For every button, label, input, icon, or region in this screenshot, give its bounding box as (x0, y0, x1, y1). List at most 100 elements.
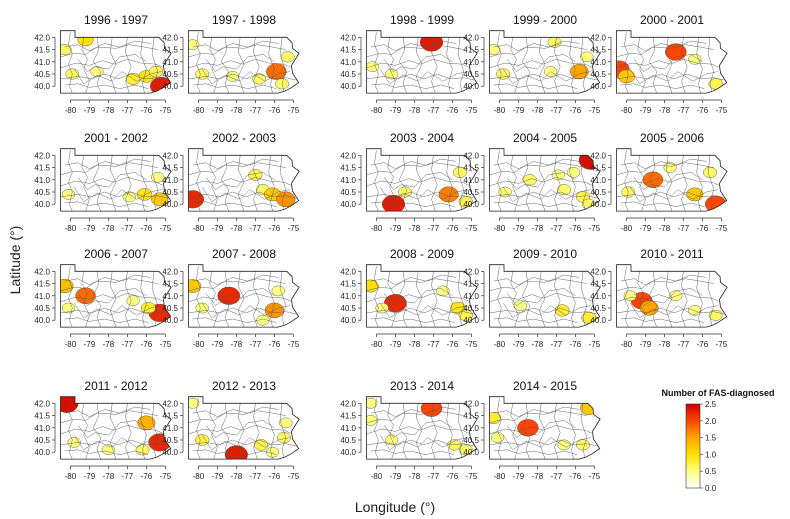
x-tick-label: -77 (122, 224, 134, 233)
y-tick-label: 41.0 (590, 58, 606, 67)
county-boundary (624, 266, 629, 328)
x-tick-label: -77 (250, 472, 262, 481)
map-panel: 2009 - 2010 40.0 40.5 41.0 41.5 42.0 -80 -79 -78… (463, 247, 600, 349)
x-tick-label: -77 (250, 224, 262, 233)
x-tick-label: -78 (231, 340, 243, 349)
county-boundary (387, 271, 396, 328)
county-boundary (60, 162, 158, 176)
county-boundary (125, 403, 132, 460)
x-tick-label: -78 (409, 224, 421, 233)
county-boundary (205, 288, 275, 306)
x-tick-label: -79 (212, 106, 224, 115)
x-tick-label: -76 (447, 224, 459, 233)
hotspot-mark (137, 415, 156, 431)
county-boundary (188, 73, 297, 81)
county-boundary (253, 403, 260, 460)
county-boundary (77, 420, 147, 438)
y-tick-label: 40.0 (34, 82, 50, 91)
x-tick-label: -75 (589, 340, 601, 349)
hotspot-mark (266, 63, 287, 80)
county-boundary (446, 37, 453, 94)
county-boundary (253, 37, 260, 94)
county-boundary (489, 191, 598, 199)
county-boundary (188, 439, 297, 447)
x-tick-label: -76 (269, 340, 281, 349)
county-boundary (416, 271, 423, 328)
county-boundary (648, 271, 658, 328)
county-boundary (489, 307, 598, 315)
state-outline (60, 264, 172, 328)
y-tick-label: 42.0 (162, 267, 178, 276)
county-boundary (457, 155, 465, 210)
hotspot-mark (617, 69, 635, 84)
county-boundary (521, 403, 531, 460)
hotspot-mark (366, 279, 379, 293)
county-boundary (383, 288, 453, 306)
y-tick-label: 40.5 (34, 304, 50, 313)
legend-colorbar (685, 403, 701, 489)
county-boundary (521, 271, 531, 328)
map-panel: 1998 - 1999 40.0 40.5 41.0 41.5 42.0 -80 -79 -78… (340, 13, 477, 115)
county-boundary (620, 201, 705, 207)
y-tick-label: 41.5 (34, 280, 50, 289)
panel-title: 2003 - 2004 (390, 131, 454, 145)
y-tick-label: 41.0 (590, 176, 606, 185)
county-boundary (60, 410, 158, 424)
hotspot-mark (688, 305, 702, 316)
county-boundary (202, 302, 290, 319)
county-boundary (506, 54, 576, 72)
x-tick-label: -77 (122, 106, 134, 115)
county-boundary (60, 278, 158, 292)
county-boundary (60, 59, 168, 70)
legend-tick-label: 2.0 (705, 417, 717, 426)
y-tick-label: 42.0 (340, 399, 356, 408)
x-tick-label: -76 (269, 472, 281, 481)
county-boundary (64, 406, 151, 418)
x-tick-label: -75 (716, 106, 728, 115)
hotspot-mark (639, 300, 659, 316)
y-tick-label: 40.0 (590, 316, 606, 325)
county-boundary (68, 266, 73, 328)
county-boundary (489, 59, 597, 70)
y-tick-label: 41.5 (34, 164, 50, 173)
state-outline (60, 30, 172, 94)
county-boundary (580, 155, 588, 210)
x-axis-label: Longitude (°) (355, 499, 435, 515)
county-boundary (188, 307, 297, 315)
county-boundary (616, 307, 725, 315)
map-panel: 2008 - 2009 40.0 40.5 41.0 41.5 42.0 -80 -79 -78… (340, 247, 477, 349)
county-boundary (64, 83, 149, 89)
y-tick-label: 40.0 (162, 200, 178, 209)
x-tick-label: -77 (551, 224, 563, 233)
x-tick-label: -76 (697, 340, 709, 349)
county-boundary (77, 288, 147, 306)
county-boundary (620, 158, 707, 170)
county-boundary (506, 420, 576, 438)
hotspot-mark (398, 186, 412, 198)
county-boundary (648, 37, 658, 94)
state-outline (366, 264, 478, 328)
map-panel: 2001 - 2002 40.0 40.5 41.0 41.5 42.0 -80 -79 -78… (34, 131, 171, 233)
x-tick-label: -75 (288, 224, 300, 233)
county-boundary (489, 293, 597, 304)
hotspot-mark (420, 399, 443, 417)
y-tick-label: 42.0 (34, 151, 50, 160)
x-tick-label: -75 (466, 224, 478, 233)
x-tick-label: -79 (640, 106, 652, 115)
map-panel: 1996 - 1997 40.0 40.5 41.0 41.5 42.0 -80 -79 -78… (34, 13, 172, 115)
county-boundary (398, 271, 408, 328)
y-tick-label: 41.5 (340, 46, 356, 55)
hotspot-mark (490, 432, 505, 443)
county-boundary (620, 40, 707, 52)
legend-tick-label: 2.5 (705, 400, 717, 409)
hotspot-mark (279, 417, 293, 429)
county-boundary (110, 271, 117, 328)
county-boundary (92, 155, 102, 212)
x-tick-label: -79 (390, 224, 402, 233)
county-boundary (196, 398, 201, 460)
y-tick-label: 41.5 (340, 280, 356, 289)
county-boundary (554, 403, 561, 460)
y-tick-label: 41.0 (463, 176, 479, 185)
y-tick-label: 41.0 (463, 58, 479, 67)
county-boundary (140, 271, 147, 328)
